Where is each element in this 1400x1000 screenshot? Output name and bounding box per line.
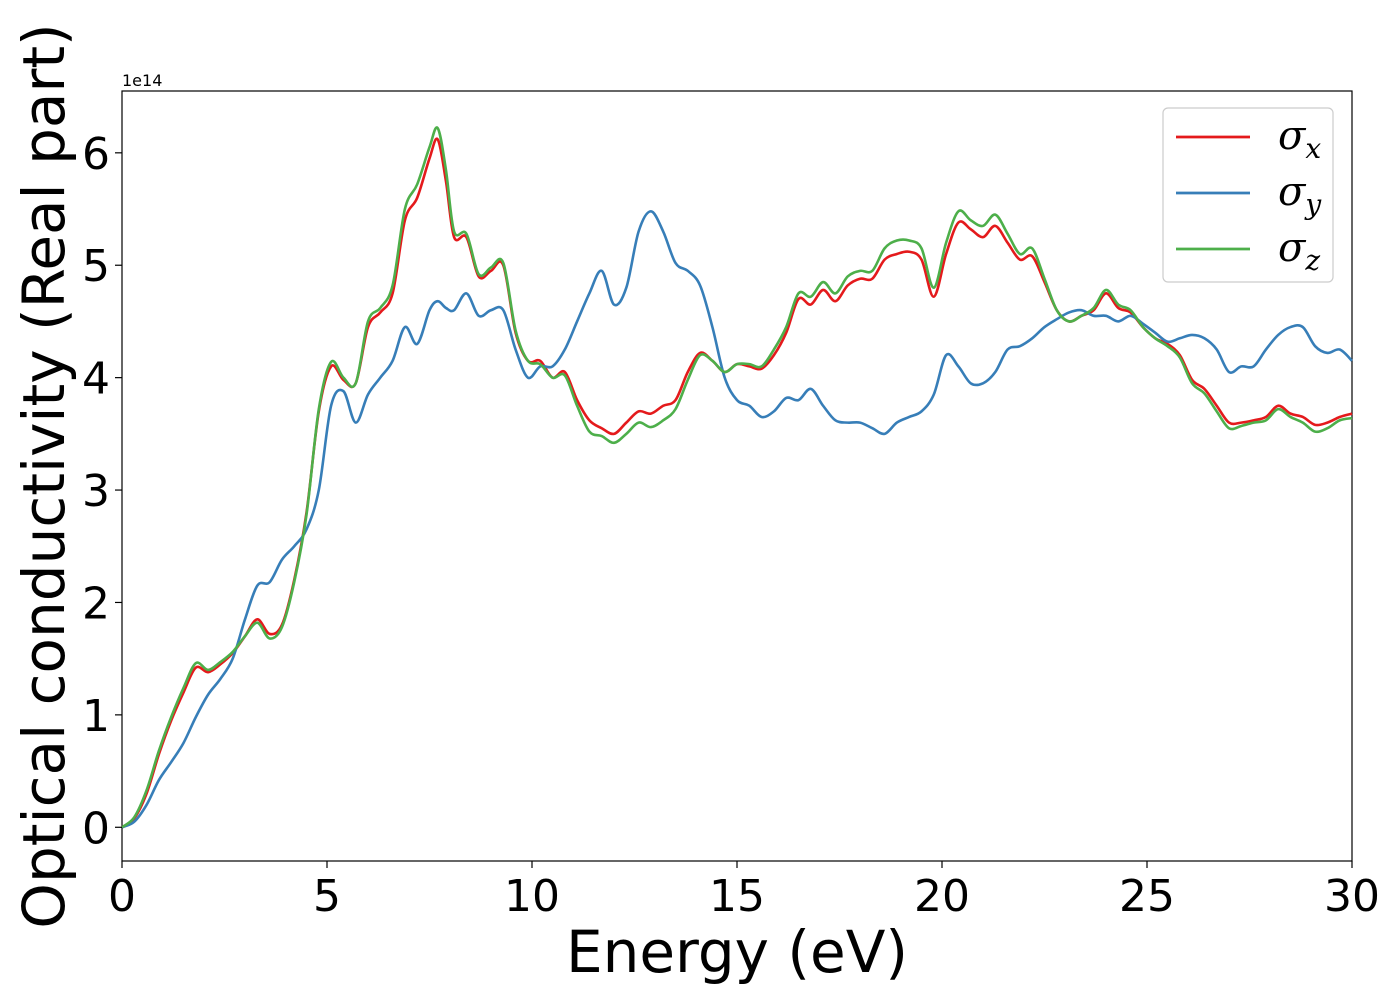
y-tick-label: 6 xyxy=(82,129,110,180)
legend-frame xyxy=(1162,107,1334,283)
series-line-z xyxy=(121,126,1353,829)
y-tick-label: 0 xyxy=(82,803,110,854)
series-layer xyxy=(121,126,1353,829)
y-tick-label: 4 xyxy=(82,354,110,405)
x-tick-label: 30 xyxy=(1324,871,1380,922)
x-tick-label: 20 xyxy=(914,871,970,922)
y-offset-label: 1e14 xyxy=(122,71,162,90)
legend-label-x: σx xyxy=(1278,113,1321,165)
series-line-y xyxy=(121,209,1353,829)
y-axis-label: Optical conductivity (Real part) xyxy=(10,23,78,928)
x-tick-label: 10 xyxy=(504,871,560,922)
y-axis: 0 1 2 3 4 5 6 xyxy=(82,129,122,854)
x-axis-label: Energy (eV) xyxy=(566,918,908,986)
y-tick-label: 5 xyxy=(82,241,110,292)
y-tick-label: 3 xyxy=(82,466,110,517)
x-tick-label: 5 xyxy=(313,871,341,922)
x-axis: 0 5 10 15 20 25 30 xyxy=(108,861,1380,922)
legend-label-z: σz xyxy=(1278,225,1320,277)
y-tick-label: 2 xyxy=(82,578,110,629)
x-tick-label: 15 xyxy=(709,871,765,922)
x-tick-label: 0 xyxy=(108,871,136,922)
x-tick-label: 25 xyxy=(1119,871,1175,922)
y-tick-label: 1 xyxy=(82,691,110,742)
legend-label-y: σy xyxy=(1278,169,1322,221)
